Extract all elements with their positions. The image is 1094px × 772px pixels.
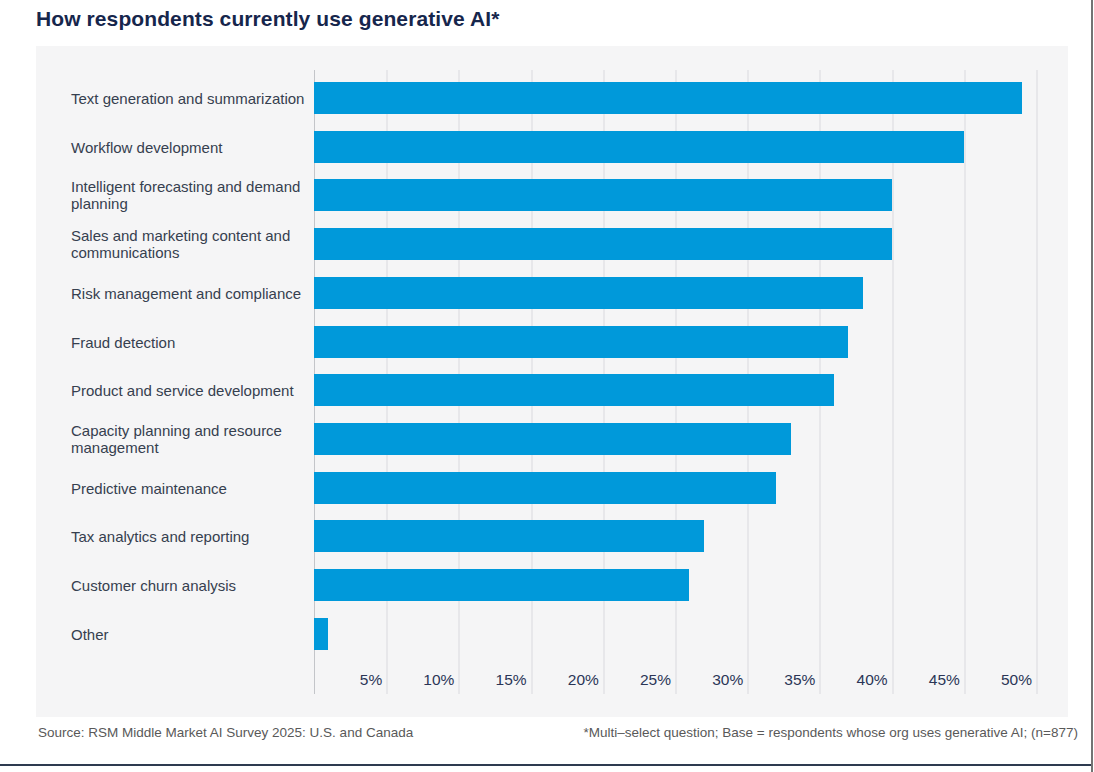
x-tick-label: 10%: [384, 671, 454, 689]
category-label: Sales and marketing content and communic…: [71, 227, 323, 261]
gridline: [964, 70, 966, 694]
category-label: Product and service development: [71, 382, 323, 399]
bar: [314, 82, 1022, 114]
x-tick-label: 5%: [312, 671, 382, 689]
category-label: Capacity planning and resource managemen…: [71, 422, 323, 456]
category-label: Risk management and compliance: [71, 284, 323, 301]
x-tick-label: 45%: [890, 671, 960, 689]
x-tick-label: 30%: [673, 671, 743, 689]
footnote: *Multi–select question; Base = responden…: [583, 725, 1078, 740]
x-tick-label: 20%: [529, 671, 599, 689]
category-label: Predictive maintenance: [71, 479, 323, 496]
category-label: Text generation and summarization: [71, 90, 323, 107]
chart-figure: How respondents currently use generative…: [0, 0, 1094, 772]
x-tick-label: 15%: [457, 671, 527, 689]
bar: [314, 618, 328, 650]
bar: [314, 131, 964, 163]
bar: [314, 374, 834, 406]
category-label: Other: [71, 625, 323, 642]
bar: [314, 520, 704, 552]
bar: [314, 179, 892, 211]
bar: [314, 228, 892, 260]
bar: [314, 423, 791, 455]
category-label: Tax analytics and reporting: [71, 528, 323, 545]
bar: [314, 569, 689, 601]
chart-title: How respondents currently use generative…: [36, 7, 499, 31]
category-label: Customer churn analysis: [71, 577, 323, 594]
bar: [314, 472, 776, 504]
gridline: [892, 70, 894, 694]
frame-right-border: [1091, 0, 1093, 772]
x-tick-label: 25%: [601, 671, 671, 689]
x-tick-label: 40%: [818, 671, 888, 689]
x-tick-label: 50%: [962, 671, 1032, 689]
gridline: [1036, 70, 1038, 694]
bar: [314, 326, 848, 358]
source-note: Source: RSM Middle Market AI Survey 2025…: [38, 725, 413, 740]
category-label: Intelligent forecasting and demand plann…: [71, 178, 323, 212]
category-label: Workflow development: [71, 138, 323, 155]
bottom-rule: [0, 764, 1091, 766]
x-tick-label: 35%: [745, 671, 815, 689]
category-label: Fraud detection: [71, 333, 323, 350]
bar: [314, 277, 863, 309]
